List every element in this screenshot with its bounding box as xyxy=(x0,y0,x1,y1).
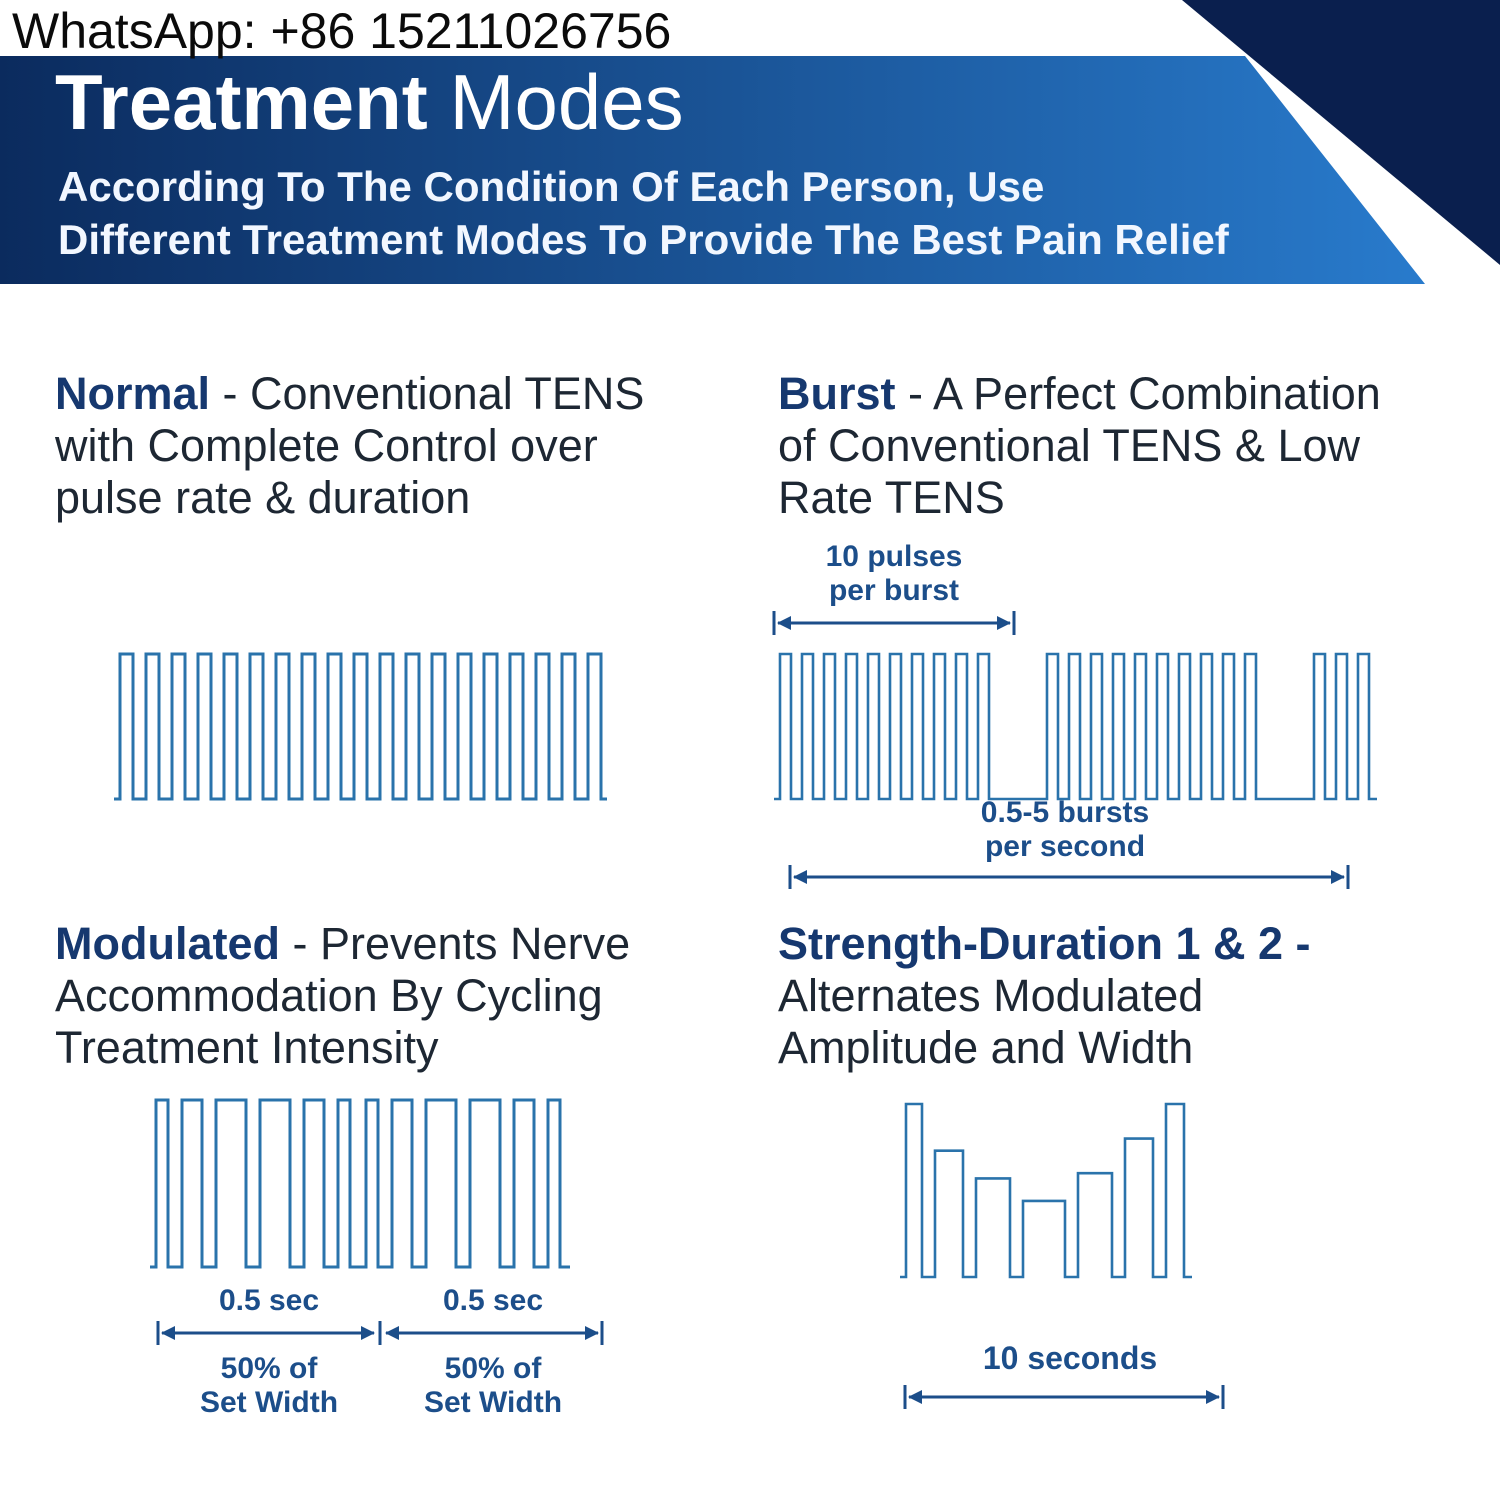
banner-subtitle: According To The Condition Of Each Perso… xyxy=(58,160,1229,266)
modulated-left-width-line1: 50% of xyxy=(220,1352,318,1385)
burst-waveform-diagram xyxy=(774,652,1377,801)
normal-mode-desc-line3: pulse rate & duration xyxy=(55,472,471,523)
page-title: Treatment Modes xyxy=(55,61,684,144)
strength-duration-mode-name: Strength-Duration 1 & 2 - xyxy=(778,918,1311,969)
modulated-mode-heading: Modulated - Prevents Nerve Accommodation… xyxy=(55,918,755,1074)
modulated-measure-arrows xyxy=(156,1321,604,1345)
normal-mode-desc-line1: - Conventional TENS xyxy=(210,368,645,419)
whatsapp-contact: WhatsApp: +86 15211026756 xyxy=(12,3,672,59)
modulated-waveform-diagram xyxy=(150,1098,570,1269)
burst-pulses-per-burst-label: 10 pulses per burst xyxy=(772,540,1016,608)
burst-pulses-label-line2: per burst xyxy=(828,574,960,607)
burst-mode-heading: Burst - A Perfect Combination of Convent… xyxy=(778,368,1488,524)
burst-top-measure-arrow xyxy=(772,611,1016,635)
modulated-right-width-line2: Set Width xyxy=(423,1386,563,1419)
banner-subtitle-line1: According To The Condition Of Each Perso… xyxy=(58,163,1045,210)
modulated-mode-desc-line3: Treatment Intensity xyxy=(55,1022,439,1073)
page-title-light: Modes xyxy=(427,58,684,146)
modulated-mode-desc-line1: - Prevents Nerve xyxy=(279,918,631,969)
modulated-mode-desc-line2: Accommodation By Cycling xyxy=(55,970,603,1021)
normal-mode-desc-line2: with Complete Control over xyxy=(55,420,598,471)
modulated-left-width-label: 50% of Set Width xyxy=(158,1352,380,1420)
burst-mode-desc-line3: Rate TENS xyxy=(778,472,1005,523)
burst-mode-name: Burst xyxy=(778,368,896,419)
modulated-right-width-line1: 50% of xyxy=(444,1352,542,1385)
modulated-mode-name: Modulated xyxy=(55,918,280,969)
modulated-right-width-label: 50% of Set Width xyxy=(382,1352,604,1420)
strength-duration-measure-arrow xyxy=(903,1385,1225,1409)
banner-subtitle-line2: Different Treatment Modes To Provide The… xyxy=(58,216,1229,263)
burst-mode-desc-line2: of Conventional TENS & Low xyxy=(778,420,1360,471)
banner-ribbon xyxy=(0,56,1425,284)
strength-duration-seconds-label: 10 seconds xyxy=(982,1340,1158,1376)
burst-mode-desc-line1: - A Perfect Combination xyxy=(895,368,1381,419)
burst-pulses-label-line1: 10 pulses xyxy=(825,540,963,573)
strength-duration-desc-line2: Alternates Modulated xyxy=(778,970,1204,1021)
modulated-left-time-label: 0.5 sec xyxy=(218,1284,320,1317)
burst-rate-label: 0.5-5 bursts per second xyxy=(880,796,1250,864)
normal-waveform-diagram xyxy=(114,652,607,801)
strength-duration-waveform-diagram xyxy=(900,1102,1192,1279)
burst-bottom-measure-arrow xyxy=(788,865,1350,889)
burst-rate-label-line2: per second xyxy=(984,830,1146,863)
strength-duration-mode-heading: Strength-Duration 1 & 2 - Alternates Mod… xyxy=(778,918,1488,1074)
burst-rate-label-line1: 0.5-5 bursts xyxy=(980,796,1150,829)
strength-duration-desc-line3: Amplitude and Width xyxy=(778,1022,1194,1073)
normal-mode-name: Normal xyxy=(55,368,211,419)
page-title-bold: Treatment xyxy=(55,58,428,146)
modulated-left-width-line2: Set Width xyxy=(199,1386,339,1419)
normal-mode-heading: Normal - Conventional TENS with Complete… xyxy=(55,368,755,524)
modulated-right-time-label: 0.5 sec xyxy=(442,1284,544,1317)
